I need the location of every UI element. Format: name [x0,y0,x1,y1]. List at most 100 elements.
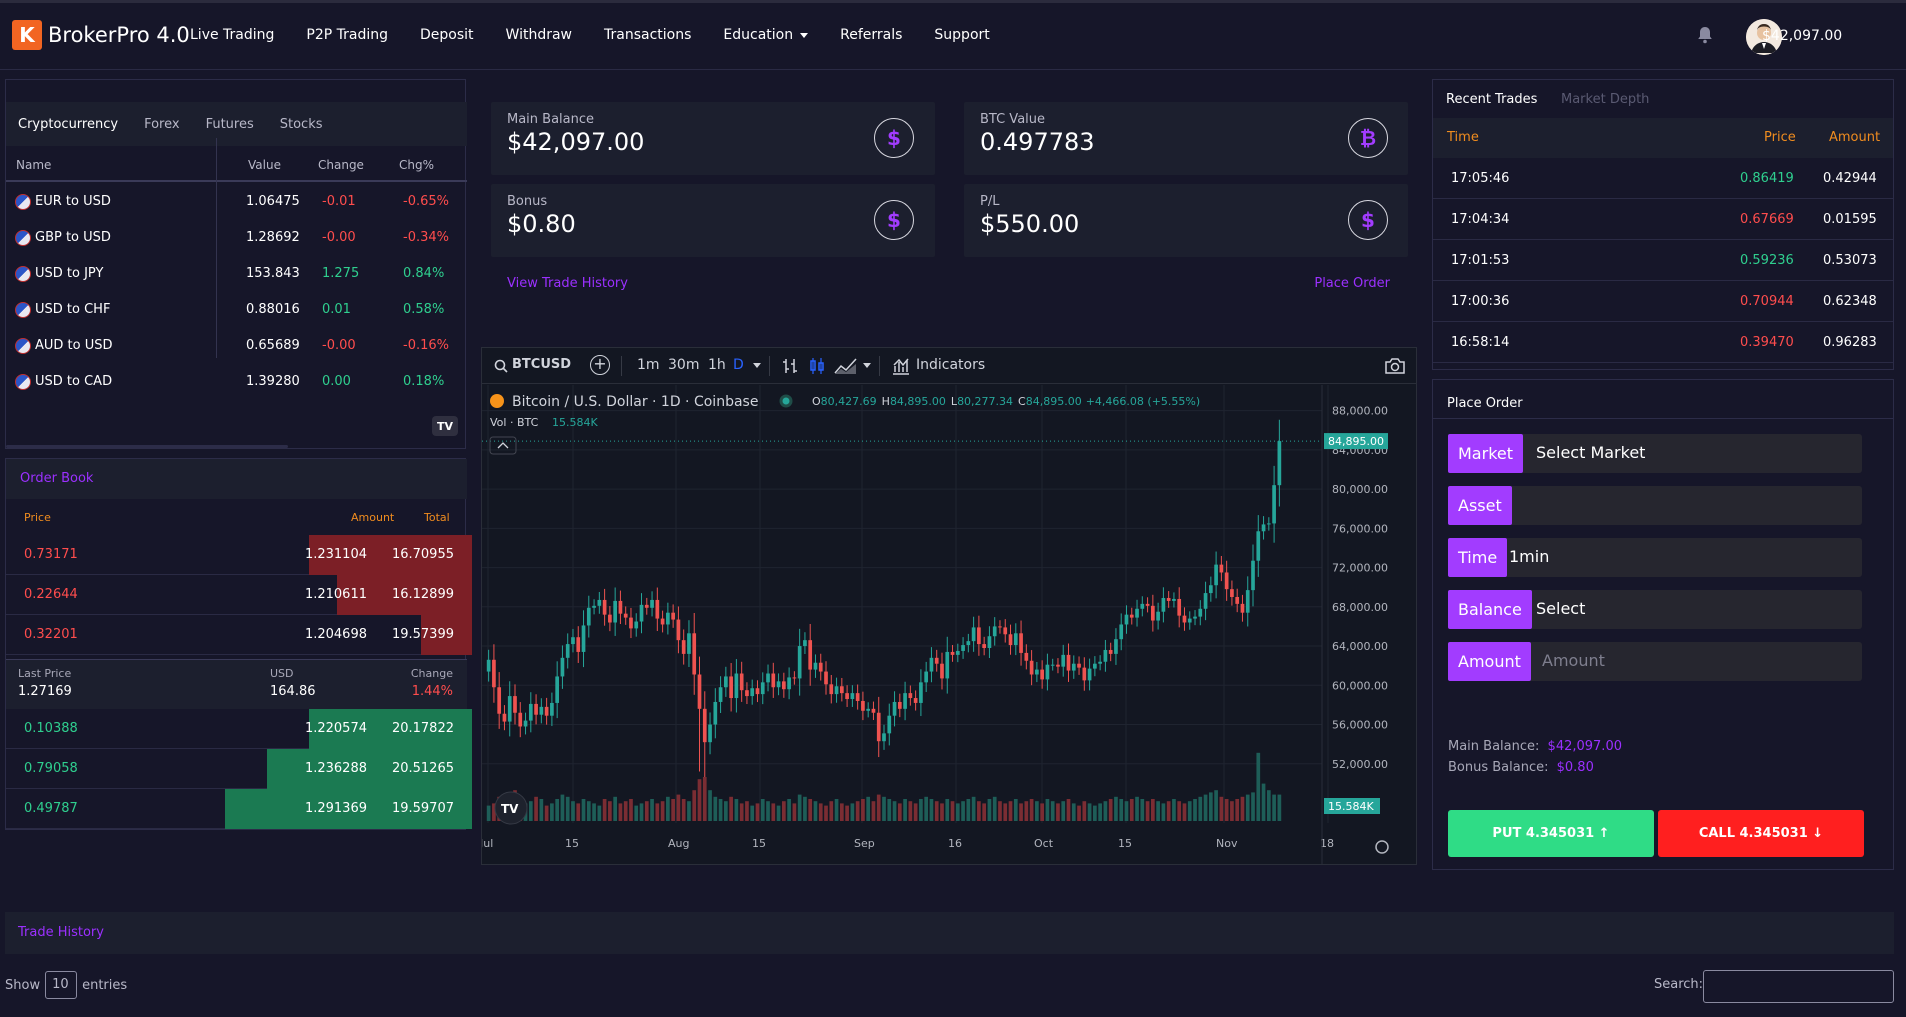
toolbar-divider [621,356,622,376]
balance-select[interactable]: Select [1536,599,1586,618]
interval-1m[interactable]: 1m [637,357,660,373]
market-row[interactable]: USD to CAD 1.39280 0.00 0.18% [6,364,472,400]
market-row[interactable]: USD to CHF 0.88016 0.01 0.58% [6,292,472,328]
candle [1208,585,1213,594]
amount-field[interactable]: Amount Amount [1448,642,1862,681]
nav-live-trading[interactable]: Live Trading [190,27,275,43]
col-change[interactable]: Change [318,158,364,172]
candles-chart-type-icon[interactable] [809,357,825,375]
order-book-row[interactable]: 0.49787 1.291369 19.59707 [6,789,472,829]
tab-cryptocurrency[interactable]: Cryptocurrency [18,116,119,132]
order-book-row[interactable]: 0.73171 1.231104 16.70955 [6,535,472,575]
nav-p2p-trading[interactable]: P2P Trading [306,27,389,43]
col-name[interactable]: Name [16,158,52,172]
volume-bar [760,799,765,821]
horizontal-scrollbar[interactable] [6,445,288,448]
tab-forex[interactable]: Forex [144,116,180,132]
candle [1050,664,1055,666]
interval-d[interactable]: D [733,357,744,373]
balance-field[interactable]: Balance Select [1448,590,1862,629]
price-chart[interactable]: 88,000.0084,000.0080,000.0076,000.0072,0… [482,385,1416,864]
tradingview-logo-icon[interactable] [494,791,528,825]
time-field[interactable]: Time 1min [1448,538,1862,577]
market-row[interactable]: AUD to USD 0.65689 -0.00 -0.16% [6,328,472,364]
candle [1161,597,1166,612]
balance-card: P/L $550.00 $ [964,184,1408,257]
nav-deposit[interactable]: Deposit [420,27,474,43]
nav-transactions[interactable]: Transactions [604,27,692,43]
indicators-button[interactable]: Indicators [916,357,986,373]
volume-bar [613,796,617,821]
market-row[interactable]: EUR to USD 1.06475 -0.01 -0.65% [6,184,472,220]
candle [813,662,818,670]
amount-input[interactable]: Amount [1542,651,1605,670]
market-row[interactable]: GBP to USD 1.28692 -0.00 -0.34% [6,220,472,256]
trade-time: 17:05:46 [1451,171,1510,186]
tab-stocks[interactable]: Stocks [279,116,323,132]
candle [650,599,654,608]
trade-row[interactable]: 16:58:14 0.39470 0.96283 [1433,322,1893,363]
interval-1h[interactable]: 1h [708,357,726,373]
markets-panel: Cryptocurrency Forex Futures Stocks Name… [5,79,472,449]
chevron-down-icon[interactable] [753,363,761,368]
nav-withdraw[interactable]: Withdraw [505,27,573,43]
trade-time: 17:00:36 [1451,294,1510,309]
call-button[interactable]: CALL 4.345031 ↓ [1658,810,1864,857]
nav-support[interactable]: Support [934,27,990,43]
nav-referrals[interactable]: Referrals [840,27,903,43]
indicators-icon[interactable] [892,357,910,375]
candle [829,684,834,695]
volume-bar [1108,799,1113,821]
volume-bar [1240,796,1245,821]
view-trade-history-link[interactable]: View Trade History [507,276,628,291]
market-field[interactable]: Market Select Market [1448,434,1862,473]
volume-bar [908,801,913,821]
order-book-row[interactable]: 0.22644 1.210611 16.12899 [6,575,472,615]
volume-bar [1177,801,1182,821]
trade-row[interactable]: 17:04:34 0.67669 0.01595 [1433,199,1893,240]
put-button[interactable]: PUT 4.345031 ↑ [1448,810,1654,857]
order-book-row[interactable]: 0.32201 1.204698 19.57399 [6,615,472,655]
volume-bar [565,796,570,821]
collapse-legend-button[interactable] [489,436,517,455]
order-amount: 1.231104 [304,547,367,562]
volume-bar [676,794,681,821]
area-chart-type-icon[interactable] [834,357,858,375]
chevron-down-icon[interactable] [863,363,871,368]
camera-icon[interactable] [1384,357,1406,375]
col-chg-pct[interactable]: Chg% [399,158,435,172]
volume-bar [702,777,707,821]
candle [1077,663,1081,668]
ohlc-h_label: H [882,395,890,408]
tab-recent-trades[interactable]: Recent Trades [1446,92,1538,107]
order-book-row[interactable]: 0.79058 1.236288 20.51265 [6,749,472,789]
market-select[interactable]: Select Market [1536,443,1646,462]
brand-logo[interactable]: K BrokerPro 4.0 [12,20,190,50]
place-order-link[interactable]: Place Order [1314,276,1390,291]
bar-chart-type-icon[interactable] [782,357,798,375]
tab-market-depth[interactable]: Market Depth [1561,92,1650,107]
symbol-search[interactable]: BTCUSD [512,357,572,372]
market-row[interactable]: USD to JPY 153.843 1.275 0.84% [6,256,472,292]
trade-row[interactable]: 17:05:46 0.86419 0.42944 [1433,158,1893,199]
compare-add-icon[interactable]: + [590,355,610,375]
interval-30m[interactable]: 30m [668,357,700,373]
trade-row[interactable]: 17:00:36 0.70944 0.62348 [1433,281,1893,322]
trade-time: 17:01:53 [1451,253,1510,268]
nav-education[interactable]: Education [723,27,809,43]
volume-bar [813,801,818,821]
settings-gear-icon[interactable] [1375,840,1389,854]
search-input[interactable] [1703,970,1894,1003]
time-select[interactable]: 1min [1509,547,1550,566]
asset-field[interactable]: Asset [1448,486,1862,525]
entries-select[interactable]: 10 [45,971,78,999]
trade-row[interactable]: 17:01:53 0.59236 0.53073 [1433,240,1893,281]
volume-bar [729,796,733,821]
avatar[interactable] [1746,19,1782,55]
bell-icon[interactable] [1697,26,1713,44]
col-value[interactable]: Value [248,158,281,172]
entries-label: entries [82,977,128,993]
order-book-row[interactable]: 0.10388 1.220574 20.17822 [6,709,472,749]
tab-futures[interactable]: Futures [205,116,254,132]
search-icon[interactable] [494,359,508,373]
